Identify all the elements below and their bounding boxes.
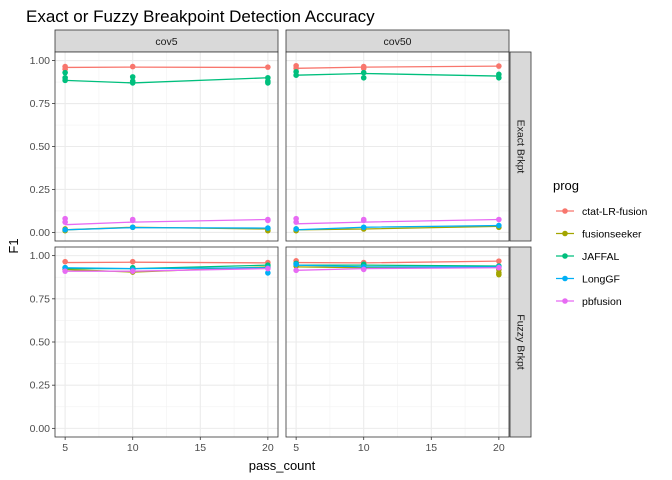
legend-label: ctat-LR-fusion	[582, 206, 648, 218]
x-tick-label: 20	[493, 442, 505, 454]
data-point-pbfusion	[360, 266, 367, 273]
series-line-ctat-lr-fusion	[65, 261, 268, 264]
legend-key-point	[562, 208, 568, 214]
panel-cov50-exact-brkpt	[285, 51, 510, 242]
y-tick-label: 0.00	[30, 423, 51, 435]
data-point-pbfusion	[293, 267, 299, 274]
y-tick-label: 0.25	[30, 380, 51, 392]
data-point-pbfusion	[265, 217, 271, 224]
legend-title: prog	[553, 178, 579, 193]
strip-exact-brkpt	[509, 51, 532, 242]
data-point-longgf	[293, 261, 299, 268]
data-point-jaffal	[360, 74, 367, 81]
data-point-pbfusion	[265, 265, 271, 272]
data-point-jaffal	[62, 77, 68, 84]
data-point-ctat-lr-fusion	[129, 63, 136, 70]
data-point-jaffal	[129, 74, 136, 80]
y-tick-label: 0.50	[30, 337, 51, 349]
data-point-jaffal	[496, 74, 502, 81]
legend-label: LongGF	[582, 274, 620, 286]
data-point-pbfusion	[62, 219, 68, 225]
data-point-pbfusion	[62, 268, 68, 274]
panel-cov5-exact-brkpt: 0.00 0.25 0.50 0.75 1.00	[30, 51, 279, 242]
y-tick-label: 0.75	[30, 98, 51, 110]
legend-key-point	[562, 230, 568, 237]
panel-border	[285, 246, 510, 438]
data-point-jaffal	[265, 80, 271, 86]
data-point-longgf	[360, 224, 367, 231]
legend-label: pbfusion	[582, 296, 622, 308]
data-point-jaffal	[360, 69, 367, 76]
y-tick-label: 1.00	[30, 250, 51, 262]
data-point-pbfusion	[129, 217, 136, 224]
data-point-pbfusion	[496, 264, 502, 271]
y-tick-label: 0.50	[30, 141, 51, 153]
data-point-longgf	[496, 222, 502, 229]
strip-label-cov5: cov5	[155, 36, 177, 48]
data-point-jaffal	[62, 69, 68, 76]
x-tick-label: 20	[262, 442, 274, 454]
data-point-longgf	[265, 225, 271, 231]
data-point-jaffal	[293, 72, 299, 78]
y-tick-label: 0.75	[30, 293, 51, 305]
chart-title: Exact or Fuzzy Breakpoint Detection Accu…	[26, 7, 375, 26]
data-point-fusionseeker	[496, 271, 502, 278]
x-tick-label: 5	[62, 442, 68, 454]
data-point-ctat-lr-fusion	[265, 64, 271, 70]
x-axis-title: pass_count	[249, 458, 316, 473]
data-point-pbfusion	[496, 216, 502, 223]
panel-cov5-fuzzy-brkpt: 0.00 0.25 0.50 0.75 1.00 5 10 15 20	[30, 246, 279, 454]
panel-border	[285, 51, 510, 242]
legend-key-point	[562, 275, 568, 282]
y-tick-label: 0.25	[30, 184, 51, 196]
data-point-pbfusion	[360, 217, 367, 224]
data-point-longgf	[293, 226, 299, 232]
data-point-jaffal	[129, 80, 136, 86]
x-tick-label: 15	[194, 442, 206, 454]
strip-fuzzy-brkpt	[509, 246, 532, 438]
data-point-longgf	[265, 270, 271, 276]
data-point-pbfusion	[293, 219, 299, 225]
y-tick-label: 0.00	[30, 227, 51, 239]
x-tick-label: 10	[358, 442, 370, 454]
strip-label-cov50: cov50	[383, 36, 411, 48]
x-tick-label: 15	[425, 442, 437, 454]
data-point-longgf	[62, 227, 68, 233]
data-point-ctat-lr-fusion	[62, 258, 68, 265]
x-tick-label: 5	[293, 442, 299, 454]
x-tick-label: 10	[127, 442, 139, 454]
y-tick-label: 1.00	[30, 55, 51, 67]
legend-item-fusionseeker: fusionseeker	[556, 229, 642, 241]
data-point-pbfusion	[129, 268, 136, 274]
data-point-ctat-lr-fusion	[360, 65, 367, 72]
strip-label-fuzzy-brkpt: Fuzzy Brkpt	[515, 314, 527, 370]
panel-cov50-fuzzy-brkpt: 5 10 15 20	[285, 246, 510, 454]
legend-item-ctat-lr-fusion: ctat-LR-fusion	[556, 206, 648, 218]
data-point-ctat-lr-fusion	[496, 258, 502, 264]
y-axis-title: F1	[6, 238, 21, 253]
legend-item-longgf: LongGF	[556, 274, 620, 286]
legend-key-point	[562, 298, 568, 304]
legend-label: JAFFAL	[582, 251, 620, 263]
data-point-longgf	[129, 224, 136, 231]
series-line-longgf	[65, 267, 268, 270]
legend-item-pbfusion: pbfusion	[556, 296, 622, 308]
strip-label-exact-brkpt: Exact Brkpt	[515, 120, 527, 174]
data-point-ctat-lr-fusion	[496, 63, 502, 69]
data-point-ctat-lr-fusion	[129, 258, 136, 265]
legend-key-point	[562, 253, 568, 259]
legend: prog ctat-LR-fusion fusionseeker JAFFAL Lon…	[553, 178, 648, 308]
legend-item-jaffal: JAFFAL	[556, 251, 620, 263]
legend-label: fusionseeker	[582, 229, 642, 241]
